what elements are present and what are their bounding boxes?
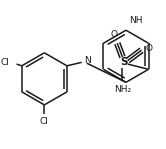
Text: O: O <box>145 44 152 53</box>
Text: N: N <box>84 56 91 65</box>
Text: S: S <box>121 57 128 67</box>
Text: Cl: Cl <box>40 117 49 126</box>
Text: O: O <box>110 30 117 39</box>
Text: Cl: Cl <box>1 58 10 67</box>
Text: NH: NH <box>129 16 143 25</box>
Text: NH₂: NH₂ <box>114 85 131 94</box>
